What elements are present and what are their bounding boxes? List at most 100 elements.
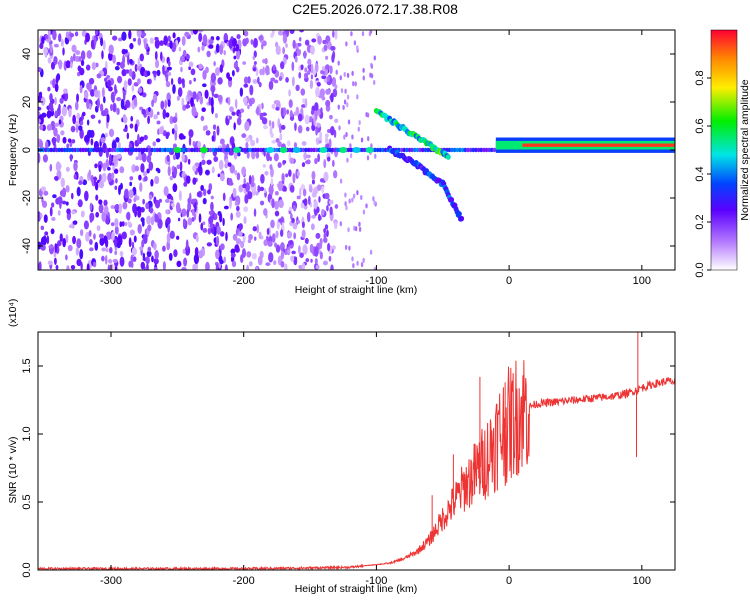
spectral-speckle <box>200 115 205 122</box>
y-tick-label: 40 <box>21 48 33 60</box>
spectral-speckle <box>250 139 256 147</box>
spectral-speckle <box>348 198 351 204</box>
spectral-speckle <box>129 42 134 50</box>
spectral-speckle <box>65 201 69 206</box>
spectral-speckle <box>243 216 247 225</box>
spectral-speckle <box>330 92 334 103</box>
spectral-speckle <box>295 106 300 116</box>
spectral-speckle <box>65 234 69 244</box>
spectral-speckle <box>290 255 295 262</box>
spectral-speckle <box>304 67 308 73</box>
spectral-speckle <box>86 82 90 90</box>
spectral-speckle <box>49 163 53 172</box>
spectral-speckle <box>198 250 204 259</box>
spectral-speckle <box>40 96 46 106</box>
spectral-speckle <box>253 236 257 241</box>
spectral-speckle <box>95 30 99 36</box>
spectral-speckle <box>269 156 272 162</box>
spectral-speckle <box>270 77 276 82</box>
spectral-speckle <box>261 42 264 50</box>
spectral-speckle <box>99 233 104 239</box>
spectral-speckle <box>63 91 69 102</box>
spectral-speckle <box>208 215 214 225</box>
spectral-speckle <box>111 172 115 180</box>
spectral-speckle <box>351 256 354 262</box>
spectral-speckle <box>70 264 76 270</box>
spectral-speckle <box>210 72 217 84</box>
spectral-speckle <box>248 261 253 267</box>
spectral-speckle <box>311 214 316 219</box>
spectral-speckle <box>330 45 336 51</box>
spectral-speckle <box>282 33 288 44</box>
colorbar-gradient <box>710 29 738 271</box>
spectral-speckle <box>305 126 310 132</box>
spectral-speckle <box>301 262 306 270</box>
spectral-speckle <box>279 229 284 237</box>
spectral-speckle <box>128 237 132 248</box>
spectral-speckle <box>141 239 145 248</box>
spectral-speckle <box>263 125 268 130</box>
spectral-speckle <box>310 109 315 115</box>
spectral-speckle <box>59 233 63 242</box>
spectral-speckle <box>326 205 329 212</box>
spectral-speckle <box>71 210 76 215</box>
spectral-speckle <box>76 93 79 103</box>
spectral-speckle <box>317 35 322 45</box>
y-tick-label: -40 <box>21 238 33 254</box>
spectral-speckle <box>45 140 49 150</box>
spectral-speckle <box>137 209 142 218</box>
spectral-speckle <box>316 137 319 145</box>
spectral-speckle <box>208 96 212 106</box>
spectral-speckle <box>305 258 310 263</box>
spectral-speckle <box>315 232 321 239</box>
spectral-speckle <box>108 52 113 61</box>
spectral-speckle <box>120 98 125 110</box>
spectral-speckle <box>287 230 293 239</box>
spectral-speckle <box>49 206 53 217</box>
spectral-speckle <box>295 43 299 50</box>
spectral-speckle <box>255 151 260 159</box>
spectral-speckle <box>270 132 274 139</box>
spectral-speckle <box>51 202 55 208</box>
spectral-speckle <box>356 260 359 266</box>
spectral-speckle <box>131 85 135 92</box>
spectral-speckle <box>99 237 105 246</box>
spectral-speckle <box>105 132 108 138</box>
spectral-speckle <box>303 204 308 210</box>
spectral-speckle <box>273 260 277 266</box>
spectral-speckle <box>223 49 226 56</box>
snr-panel: -300 -200 -100 0 100 0.0 0.5 1.0 1.5 Height of s… <box>7 299 676 595</box>
spectral-speckle <box>96 98 100 109</box>
spectral-speckle <box>272 30 275 36</box>
spectral-speckle <box>344 244 348 250</box>
spectral-speckle <box>160 51 163 61</box>
spectral-speckle <box>54 243 58 253</box>
spectral-speckle <box>294 122 297 132</box>
spectral-speckle <box>141 92 147 98</box>
spectral-speckle <box>194 162 200 167</box>
branch-segment <box>449 196 455 203</box>
spectral-speckle <box>158 126 164 135</box>
spectral-speckle <box>280 61 285 70</box>
spectral-speckle <box>258 231 262 240</box>
spectral-speckle <box>123 128 128 132</box>
spectral-speckle <box>366 155 370 161</box>
spectral-speckle <box>307 58 312 66</box>
spectral-speckle <box>214 113 218 119</box>
spectral-speckle <box>179 161 183 172</box>
spectral-speckle <box>79 128 84 139</box>
spectral-speckle <box>285 76 289 83</box>
spectral-speckle <box>55 161 61 172</box>
spectral-speckle <box>232 187 237 198</box>
spectral-speckle <box>314 102 319 112</box>
spectral-speckle <box>134 63 138 72</box>
spectral-speckle <box>202 34 208 45</box>
spectral-speckle <box>151 255 154 263</box>
spectral-speckle <box>332 30 335 38</box>
spectral-speckle <box>187 217 193 226</box>
spectral-speckle <box>229 198 232 209</box>
spectral-speckle <box>190 68 196 76</box>
spectral-speckle <box>165 81 171 88</box>
spectral-speckle <box>58 103 61 111</box>
spectral-speckle <box>236 172 241 181</box>
